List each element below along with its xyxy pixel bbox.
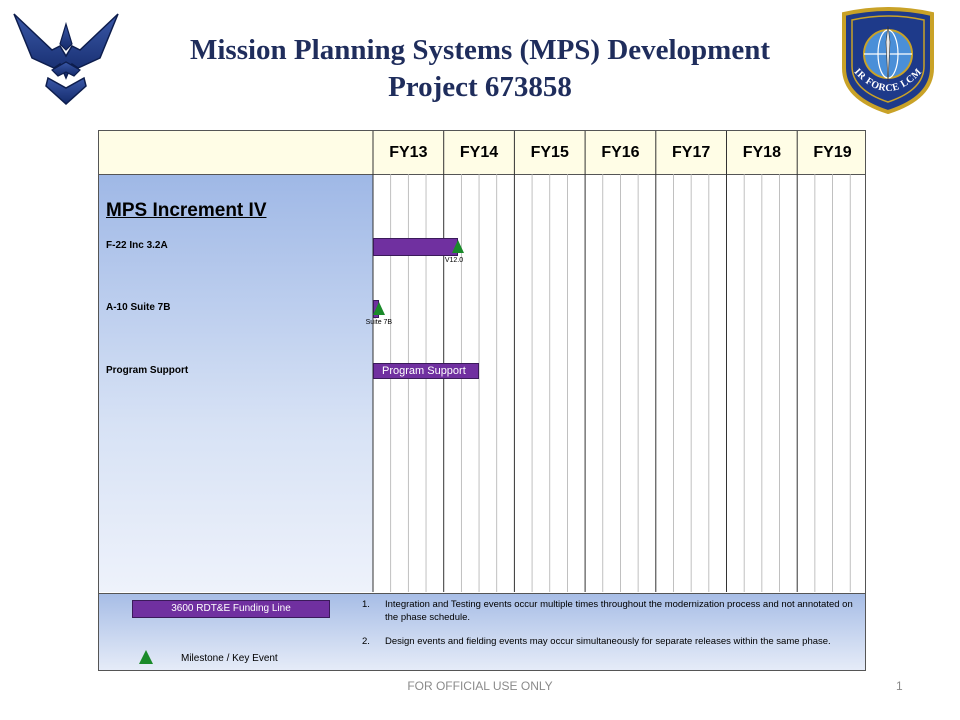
fy-header-fy13: FY13 — [389, 144, 428, 161]
schedule-header — [99, 131, 865, 175]
note-2: 2. Design events and fielding events may… — [362, 635, 857, 661]
row-label: Program Support — [106, 365, 189, 376]
note-number: 2. — [362, 636, 370, 647]
milestone-triangle-icon — [372, 302, 385, 315]
milestone-triangle-icon — [451, 240, 464, 253]
title-line-2: Project 673858 — [388, 71, 572, 103]
note-text: Integration and Testing events occur mul… — [385, 599, 853, 623]
legend-milestone-label: Milestone / Key Event — [181, 653, 278, 664]
fy-header-fy18: FY18 — [742, 144, 781, 161]
footer-classification: FOR OFFICIAL USE ONLY — [407, 679, 553, 693]
row-label: A-10 Suite 7B — [106, 302, 171, 313]
milestone-label: V12.0 — [444, 257, 464, 264]
fy-header-fy17: FY17 — [672, 144, 711, 161]
funding-bar-label: Program Support — [382, 365, 466, 377]
fy-header-fy15: FY15 — [530, 144, 569, 161]
note-text: Design events and fielding events may oc… — [385, 636, 831, 647]
legend-milestone-icon — [139, 650, 153, 664]
slide-title: Mission Planning Systems (MPS) Developme… — [140, 32, 820, 106]
note-1: 1. Integration and Testing events occur … — [362, 598, 857, 624]
row-label: F-22 Inc 3.2A — [106, 240, 168, 251]
fy-header-fy19: FY19 — [813, 144, 852, 161]
page-number: 1 — [896, 679, 903, 693]
schedule-frame — [98, 130, 866, 671]
section-title: MPS Increment IV — [106, 200, 267, 221]
program-label-panel — [99, 175, 373, 592]
note-number: 1. — [362, 599, 370, 610]
air-force-wings-icon — [13, 13, 119, 106]
fy-header-fy16: FY16 — [601, 144, 640, 161]
fy-header-fy14: FY14 — [459, 144, 499, 161]
air-force-lcmc-seal-icon: AIR FORCE LCMC — [838, 6, 934, 114]
milestone-label: Suite 7B — [365, 319, 393, 326]
funding-bar — [373, 238, 458, 256]
legend-funding-bar: 3600 RDT&E Funding Line — [132, 600, 330, 618]
funding-bar: Program Support — [373, 363, 480, 379]
title-line-1: Mission Planning Systems (MPS) Developme… — [190, 34, 770, 66]
